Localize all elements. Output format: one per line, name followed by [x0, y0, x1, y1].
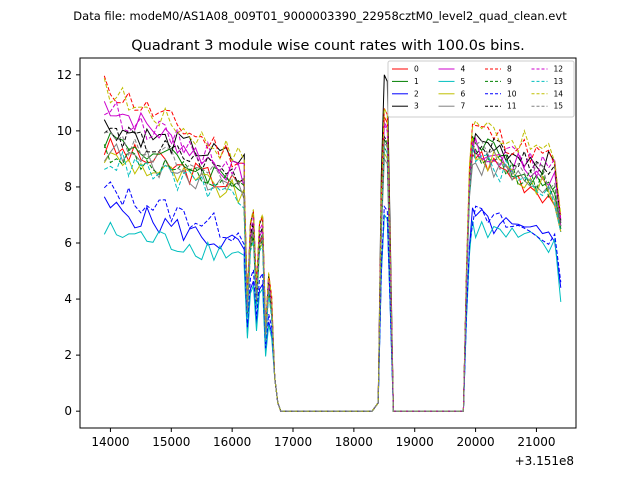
legend-label: 9: [507, 77, 512, 86]
x-tick-label: 21000: [517, 435, 555, 449]
y-tick-label: 4: [64, 292, 72, 306]
legend-label: 6: [461, 89, 466, 98]
x-tick-label: 14000: [91, 435, 129, 449]
legend-label: 0: [414, 65, 419, 74]
legend-label: 2: [414, 89, 419, 98]
y-tick-label: 6: [64, 236, 72, 250]
y-tick-label: 2: [64, 348, 72, 362]
y-tick-label: 12: [57, 68, 72, 82]
series-line-8: [103, 75, 562, 412]
series-layer: [103, 74, 562, 412]
x-axis: 14000 15000 16000 17000 18000 19000 20000 21000: [91, 428, 556, 449]
legend-label: 11: [507, 102, 517, 111]
x-tick-label: 18000: [335, 435, 373, 449]
legend-label: 4: [461, 65, 466, 74]
legend-label: 14: [554, 89, 564, 98]
y-tick-label: 8: [64, 180, 72, 194]
chart-suptitle: Data file: modeM0/AS1A08_009T01_90000033…: [73, 9, 567, 23]
legend-box: [387, 60, 575, 118]
legend-label: 7: [461, 102, 466, 111]
legend-label: 10: [507, 89, 517, 98]
series-line-15: [104, 131, 562, 412]
x-tick-label: 16000: [213, 435, 251, 449]
legend-label: 13: [554, 77, 564, 86]
chart-title: Quadrant 3 module wise count rates with …: [131, 38, 525, 54]
x-tick-label: 20000: [456, 435, 494, 449]
x-tick-label: 17000: [274, 435, 312, 449]
legend-label: 15: [554, 102, 564, 111]
legend-label: 3: [414, 102, 419, 111]
legend-label: 5: [461, 77, 466, 86]
legend-label: 8: [507, 65, 512, 74]
x-offset-label: +3.151e8: [515, 454, 574, 468]
y-tick-label: 10: [57, 124, 72, 138]
x-tick-label: 19000: [396, 435, 434, 449]
series-line-10: [103, 181, 562, 412]
y-axis: 0 2 4 6 8 10 12: [57, 68, 80, 418]
legend-label: 1: [414, 77, 419, 86]
legend-label: 12: [554, 65, 564, 74]
x-tick-label: 15000: [152, 435, 190, 449]
y-tick-label: 0: [64, 404, 72, 418]
